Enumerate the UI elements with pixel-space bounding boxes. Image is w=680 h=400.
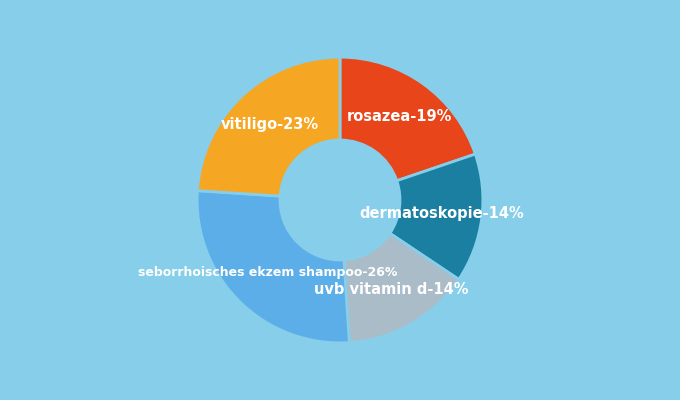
Text: seborrhoisches ekzem shampoo-26%: seborrhoisches ekzem shampoo-26% [137, 266, 397, 279]
Text: dermatoskopie-14%: dermatoskopie-14% [360, 206, 524, 221]
Wedge shape [390, 154, 483, 279]
Wedge shape [340, 57, 475, 181]
Wedge shape [344, 233, 459, 342]
Text: uvb vitamin d-14%: uvb vitamin d-14% [314, 282, 469, 296]
Wedge shape [197, 57, 340, 196]
Text: rosazea-19%: rosazea-19% [347, 109, 453, 124]
Text: vitiligo-23%: vitiligo-23% [220, 118, 319, 132]
Wedge shape [197, 191, 350, 343]
